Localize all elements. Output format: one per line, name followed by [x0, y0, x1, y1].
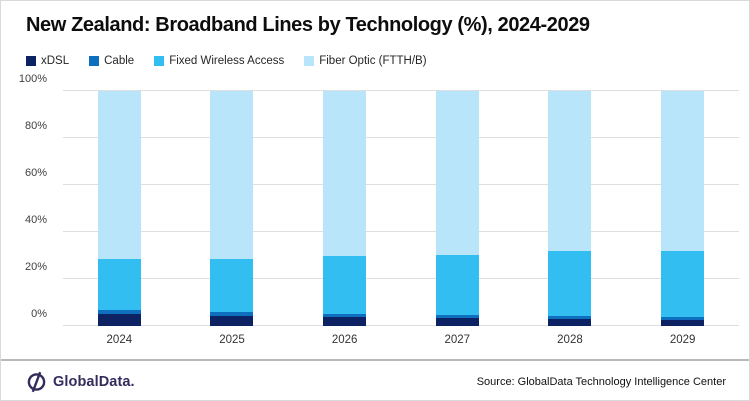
bar-segment-fixed-wireless-access-2026 [323, 256, 367, 314]
legend-label: xDSL [41, 55, 70, 67]
gridline-40% [63, 231, 739, 232]
bar-segment-fiber-optic-ftth-b--2027 [435, 91, 479, 255]
plot-area: 0% 20% 40% 60% 80% 100% [19, 73, 739, 326]
bar-segment-fixed-wireless-access-2024 [97, 258, 141, 311]
gridline-60% [63, 184, 739, 185]
legend-item-xdsl: xDSL [26, 55, 69, 67]
legend-item-fixed-wireless-access: Fixed Wireless Access [154, 55, 284, 67]
chart-legend: xDSL Cable Fixed Wireless Access Fiber Opti… [26, 55, 427, 67]
bar-segment-fiber-optic-ftth-b--2024 [97, 91, 141, 259]
source-text: Source: GlobalData Technology Intelligen… [476, 375, 726, 388]
bar-segment-fixed-wireless-access-2027 [435, 254, 479, 315]
legend-swatch-icon [89, 56, 100, 66]
legend-item-fiber-optic-ftth-b-: Fiber Optic (FTTH/B) [304, 55, 427, 67]
legend-swatch-icon [154, 56, 165, 66]
legend-label: Cable [104, 55, 135, 67]
stacked-bar-2026 [323, 91, 367, 326]
chart-title: New Zealand: Broadband Lines by Technolo… [26, 14, 590, 36]
x-tick-2026: 2026 [331, 334, 358, 346]
y-tick-40%: 40% [24, 214, 47, 226]
bar-segment-fiber-optic-ftth-b--2028 [548, 91, 592, 251]
bar-segment-fixed-wireless-access-2029 [661, 251, 705, 318]
brand: GlobalData. [26, 371, 135, 393]
stacked-bar-2025 [210, 91, 254, 326]
x-tick-2028: 2028 [557, 334, 583, 346]
y-tick-100%: 100% [18, 73, 47, 85]
bar-segment-fiber-optic-ftth-b--2026 [323, 91, 367, 256]
bar-segment-xdsl-2025 [210, 315, 254, 326]
legend-item-cable: Cable [89, 55, 134, 67]
bar-segment-cable-2025 [210, 311, 254, 316]
bar-segment-cable-2028 [548, 316, 592, 320]
bar-segment-xdsl-2026 [323, 317, 367, 326]
legend-label: Fixed Wireless Access [169, 55, 285, 67]
bar-segment-xdsl-2024 [97, 314, 141, 326]
gridline-80% [63, 137, 739, 138]
gridline-20% [63, 278, 739, 279]
y-tick-80%: 80% [24, 120, 47, 132]
bar-segment-xdsl-2027 [435, 318, 479, 326]
legend-label: Fiber Optic (FTTH/B) [319, 55, 427, 67]
legend-swatch-icon [26, 56, 36, 66]
bar-segment-cable-2029 [661, 317, 705, 321]
bar-segment-fiber-optic-ftth-b--2025 [210, 91, 254, 260]
gridline-100% [63, 90, 739, 91]
footer-divider [1, 359, 749, 361]
stacked-bar-2024 [97, 91, 141, 326]
x-tick-2025: 2025 [219, 334, 245, 346]
gridline-0% [63, 325, 739, 326]
bar-segment-xdsl-2028 [548, 319, 592, 326]
bar-segment-cable-2024 [97, 310, 141, 315]
x-axis-labels: 2024 2025 2026 2027 2028 2029 [63, 334, 739, 346]
stacked-bar-2027 [435, 91, 479, 326]
legend-swatch-icon [304, 56, 315, 66]
bar-segment-xdsl-2029 [661, 320, 705, 326]
x-tick-2029: 2029 [669, 334, 696, 346]
bar-segment-fixed-wireless-access-2028 [548, 250, 592, 317]
y-tick-60%: 60% [24, 167, 47, 179]
y-tick-20%: 20% [24, 261, 47, 273]
bars-container [63, 91, 739, 326]
bar-segment-cable-2027 [435, 314, 479, 319]
x-tick-2027: 2027 [444, 334, 471, 346]
footer: GlobalData. Source: GlobalData Technolog… [1, 361, 749, 400]
bar-segment-fiber-optic-ftth-b--2029 [661, 91, 705, 252]
stacked-bar-2028 [548, 91, 592, 326]
y-tick-0%: 0% [31, 308, 47, 320]
brand-name: GlobalData. [53, 373, 135, 390]
bar-segment-cable-2026 [323, 313, 367, 318]
stacked-bar-2029 [661, 91, 705, 326]
x-tick-2024: 2024 [106, 334, 133, 346]
bar-segment-fixed-wireless-access-2025 [210, 259, 254, 312]
globaldata-logo-icon [27, 371, 46, 392]
